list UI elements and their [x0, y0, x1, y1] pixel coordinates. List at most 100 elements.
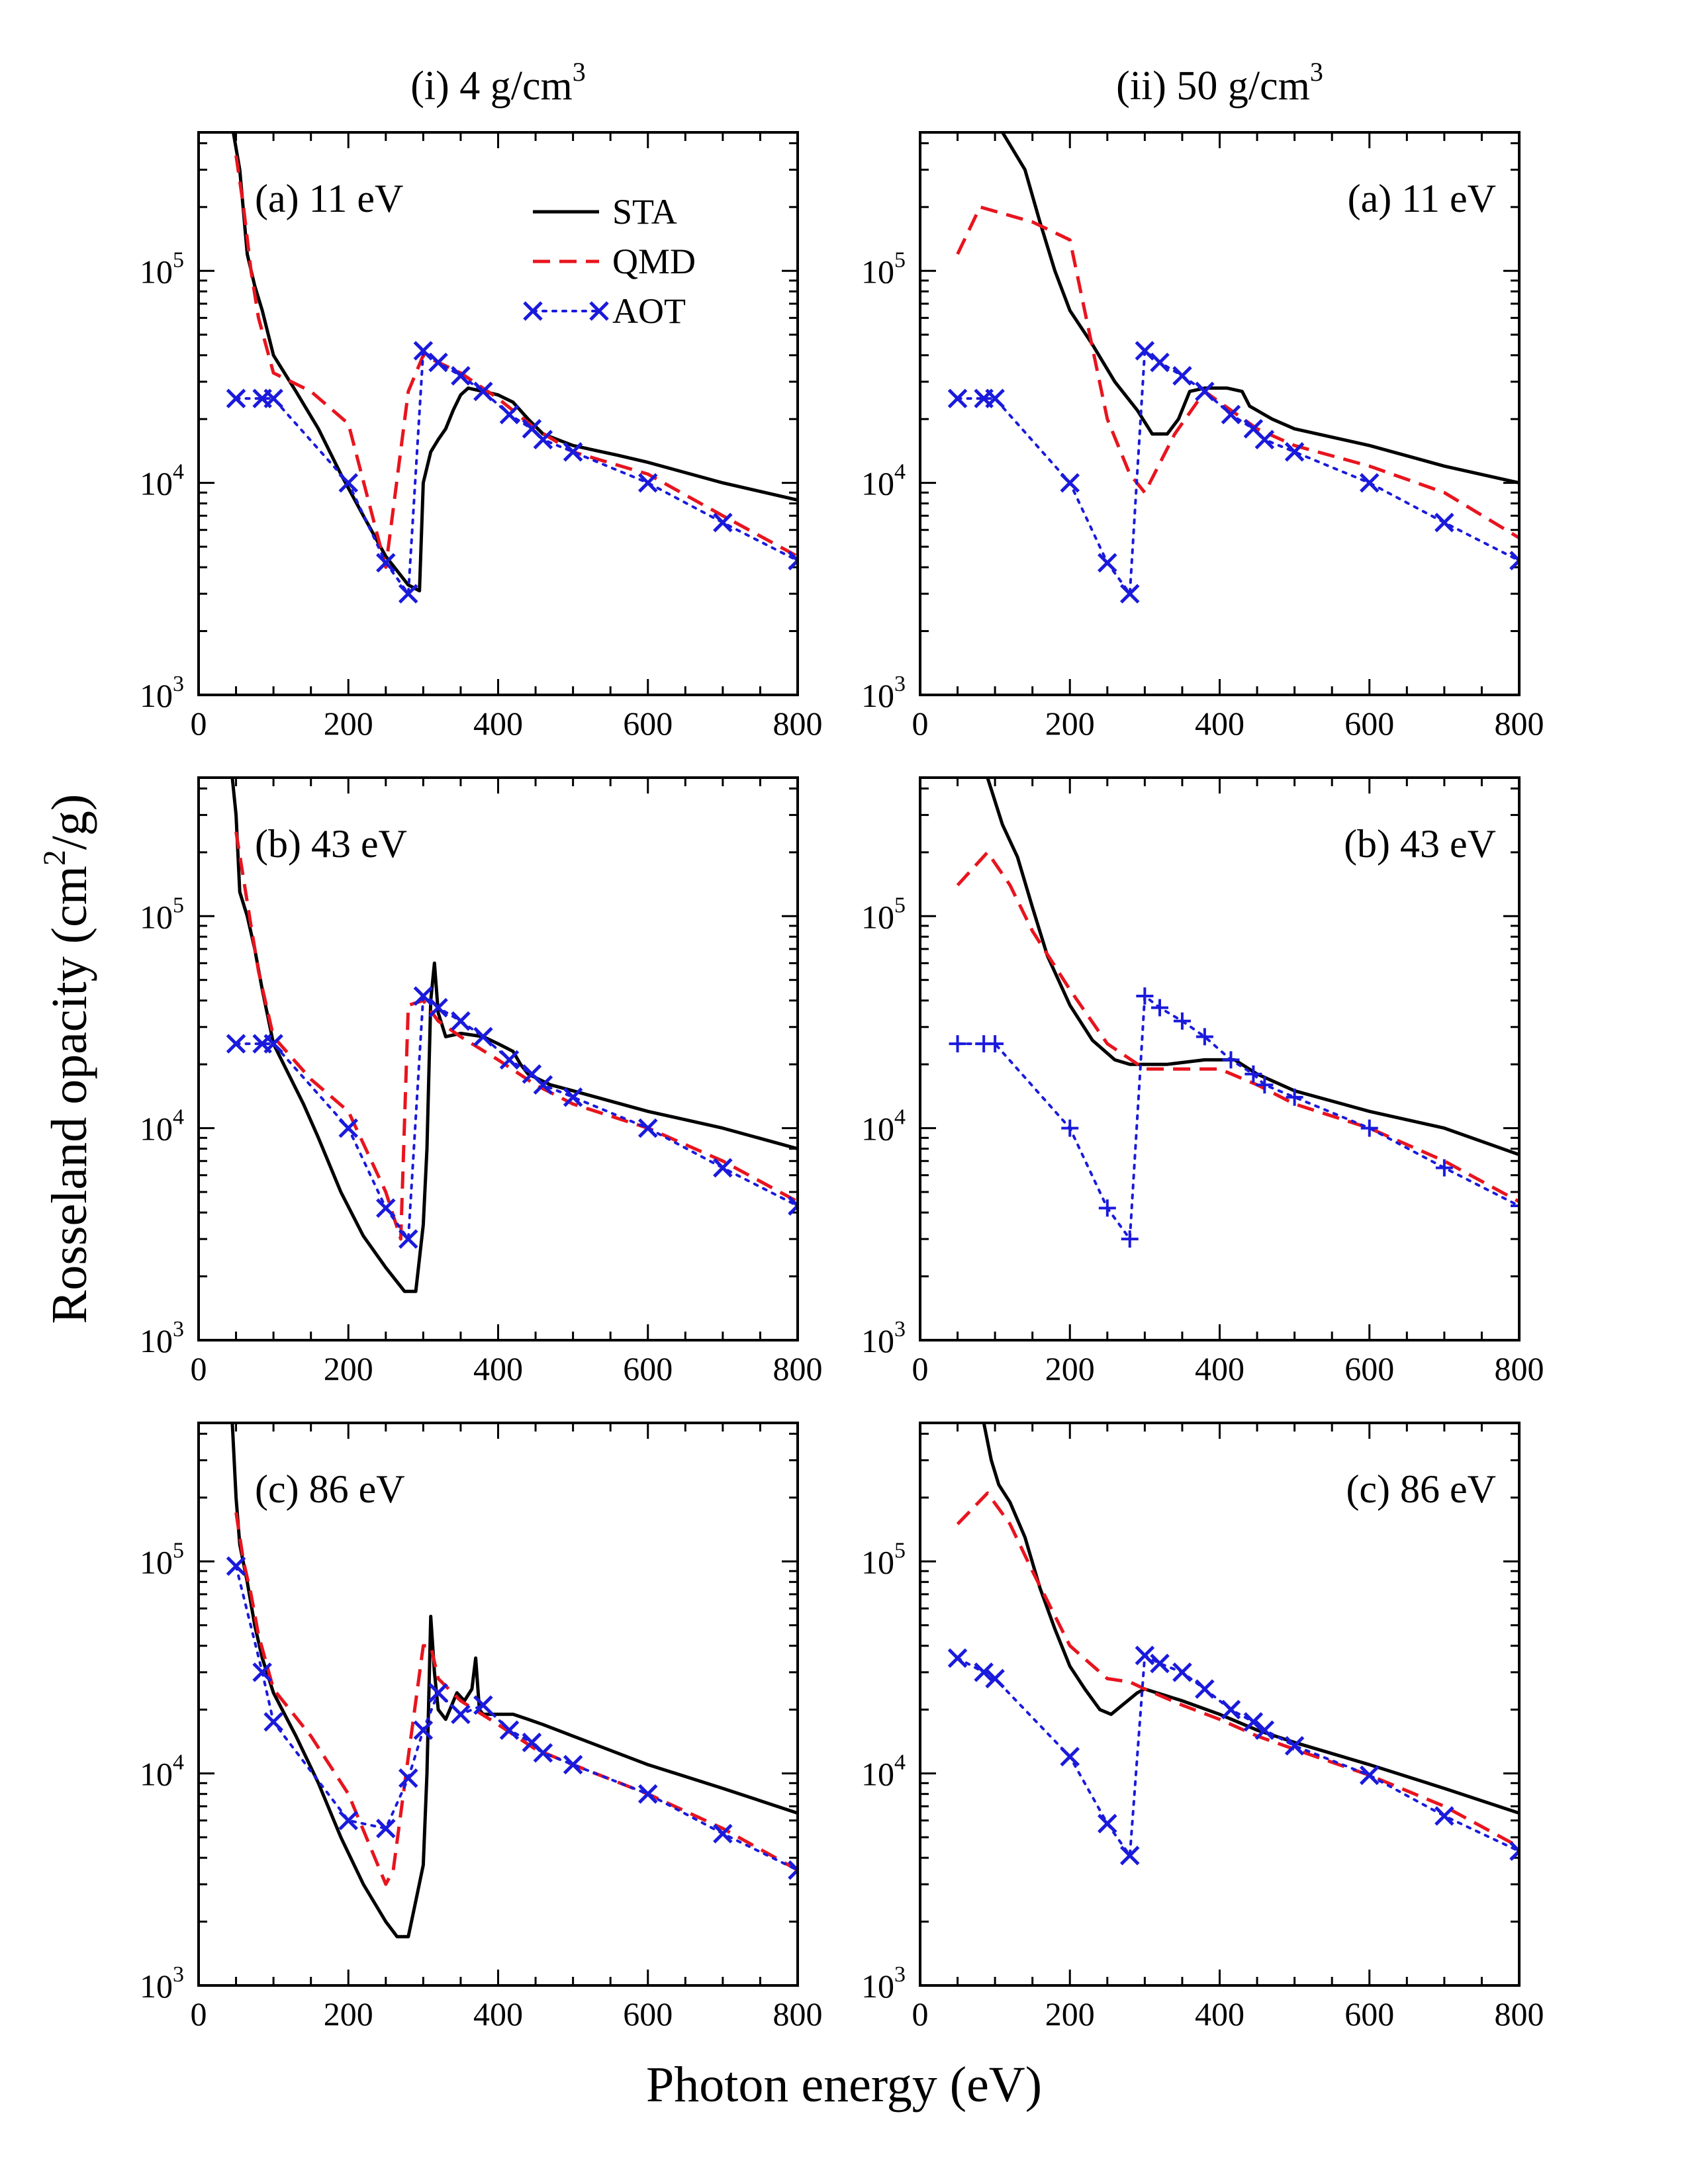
panel-frame	[197, 131, 799, 696]
y-tick-exponent: 4	[173, 460, 184, 484]
x-tick-label: 200	[324, 1995, 373, 2032]
aot-marker-stroke	[637, 1118, 658, 1138]
series-line-aot	[956, 1654, 1519, 1857]
aot-marker-stroke	[473, 1695, 493, 1715]
aot-marker-stroke	[985, 1668, 1005, 1689]
aot-marker-stroke	[338, 473, 359, 493]
panel-frame	[919, 1422, 1521, 1987]
aot-marker	[263, 1712, 283, 1732]
aot-marker	[413, 986, 434, 1006]
aot-marker	[226, 388, 246, 408]
aot-marker	[1119, 584, 1140, 604]
panel-ticks	[197, 132, 799, 696]
aot-marker-stroke	[376, 553, 396, 573]
aot-marker	[398, 1229, 418, 1249]
y-axis-title-superscript: 2	[37, 850, 72, 866]
panel-data	[226, 132, 798, 604]
aot-marker	[1061, 1119, 1079, 1137]
aot-marker	[1195, 1679, 1215, 1699]
aot-marker	[428, 1683, 448, 1703]
aot-marker-stroke	[398, 1768, 418, 1788]
series-line-qmd	[956, 850, 1519, 1203]
aot-marker-stroke	[563, 442, 583, 462]
aot-marker-stroke	[1359, 473, 1380, 493]
aot-marker	[1284, 1736, 1305, 1756]
aot-marker-stroke	[376, 1198, 396, 1218]
series-line-aot	[234, 1565, 798, 1872]
aot-marker	[713, 1158, 733, 1178]
y-tick-label: 103	[140, 1962, 184, 2005]
x-tick-label: 0	[912, 1995, 929, 2032]
aot-marker	[637, 473, 658, 493]
aot-marker-stroke	[563, 1754, 583, 1775]
aot-marker	[1359, 473, 1380, 493]
aot-marker-stroke	[499, 1050, 520, 1070]
aot-marker-stroke	[947, 1648, 968, 1668]
aot-marker	[533, 1075, 553, 1095]
aot-marker-stroke	[451, 1704, 471, 1725]
series-line-aot	[234, 349, 798, 596]
aot-marker	[947, 388, 968, 408]
series-line-aot	[234, 995, 798, 1241]
y-tick-label: 105	[140, 248, 184, 290]
aot-marker	[499, 1720, 520, 1741]
aot-marker-stroke	[1434, 1806, 1454, 1826]
x-tick-label: 800	[1495, 1350, 1544, 1387]
x-tick-label: 0	[191, 705, 207, 742]
aot-marker	[451, 1704, 471, 1725]
aot-marker	[949, 1035, 966, 1053]
aot-marker-stroke	[788, 558, 798, 570]
x-tick-label: 200	[1045, 705, 1095, 742]
aot-marker	[1434, 512, 1454, 533]
aot-marker	[263, 388, 283, 408]
y-tick-label: 103	[140, 1317, 184, 1359]
aot-marker-stroke	[398, 584, 418, 604]
y-tick-label: 104	[140, 1105, 184, 1148]
aot-marker	[338, 473, 359, 493]
aot-marker-stroke	[1221, 1700, 1241, 1719]
aot-marker-stroke	[473, 381, 493, 402]
aot-marker	[1359, 1765, 1380, 1786]
panel-label: (b) 43 eV	[255, 822, 407, 866]
y-tick-label: 104	[861, 460, 906, 502]
aot-marker-stroke	[788, 1868, 798, 1880]
aot-marker	[451, 366, 471, 386]
aot-marker	[1511, 1197, 1519, 1215]
aot-marker	[1136, 987, 1154, 1005]
aot-marker-stroke	[428, 1683, 448, 1703]
aot-marker-stroke	[533, 430, 553, 450]
aot-marker	[637, 1784, 658, 1804]
y-tick-base: 10	[140, 1756, 173, 1793]
aot-marker	[1434, 1806, 1454, 1826]
aot-marker-stroke	[522, 1064, 542, 1084]
aot-marker-stroke	[1509, 551, 1519, 563]
aot-marker	[1150, 352, 1170, 373]
y-tick-label: 104	[140, 460, 184, 502]
aot-marker-stroke	[1135, 1645, 1155, 1666]
aot-marker	[1221, 404, 1241, 425]
aot-marker	[428, 352, 448, 373]
y-tick-label: 104	[861, 1751, 906, 1793]
aot-marker	[1196, 1028, 1213, 1046]
aot-marker	[451, 1011, 471, 1031]
y-tick-base: 10	[861, 1111, 894, 1148]
aot-marker-stroke	[1434, 512, 1454, 533]
aot-marker-stroke	[522, 1733, 542, 1752]
aot-marker	[1060, 1747, 1080, 1767]
aot-marker	[226, 1034, 246, 1054]
aot-marker-stroke	[428, 997, 448, 1018]
aot-marker	[985, 388, 1005, 408]
aot-marker-stroke	[637, 1784, 658, 1804]
aot-marker-stroke	[252, 1662, 272, 1682]
aot-marker	[788, 551, 798, 570]
aot-marker	[376, 1198, 396, 1218]
panel-data	[226, 778, 798, 1293]
aot-marker-stroke	[338, 1118, 359, 1138]
y-tick-label: 104	[140, 1751, 184, 1793]
aot-marker	[788, 1196, 798, 1216]
aot-marker-stroke	[1098, 1813, 1117, 1834]
aot-marker-stroke	[1243, 419, 1264, 439]
